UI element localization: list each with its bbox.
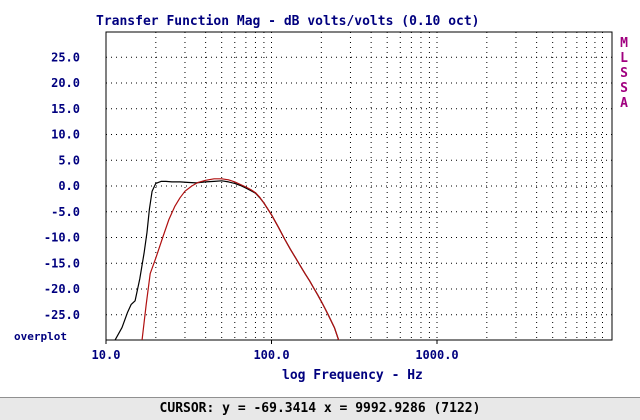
y-tick-label: 10.0 — [51, 128, 80, 142]
y-tick-label: -5.0 — [51, 205, 80, 219]
x-axis: 10.0 100.0 1000.0 — [92, 340, 459, 362]
cursor-readout: CURSOR: y = -69.3414 x = 9992.9286 (7122… — [159, 401, 481, 416]
y-tick-label: 15.0 — [51, 102, 80, 116]
y-tick-label: 5.0 — [58, 153, 80, 167]
y-tick-label: 0.0 — [58, 179, 80, 193]
y-tick-label: 20.0 — [51, 76, 80, 90]
mlssa-brand: M L S S A — [618, 36, 630, 111]
cursor-status-bar: CURSOR: y = -69.3414 x = 9992.9286 (7122… — [0, 397, 640, 420]
plot-frame — [105, 31, 613, 341]
series — [114, 178, 340, 340]
brand-letter: S — [620, 81, 628, 96]
y-tick-label: 25.0 — [51, 50, 80, 64]
x-tick-label: 1000.0 — [415, 348, 458, 362]
x-tick-label: 100.0 — [253, 348, 289, 362]
grid — [106, 32, 612, 340]
y-tick-label: -10.0 — [44, 231, 80, 245]
series-line-red — [141, 178, 340, 340]
brand-letter: M — [620, 36, 628, 51]
series-line-black — [114, 180, 340, 340]
y-axis: 25.0 20.0 15.0 10.0 5.0 0.0 -5.0 -10.0 -15.0 -20.… — [44, 50, 80, 322]
brand-letter: A — [620, 96, 628, 111]
x-tick-label: 10.0 — [92, 348, 121, 362]
y-tick-label: -20.0 — [44, 282, 80, 296]
y-tick-label: -25.0 — [44, 308, 80, 322]
brand-letter: L — [620, 51, 628, 66]
y-tick-label: -15.0 — [44, 256, 80, 270]
x-axis-label: log Frequency - Hz — [282, 368, 423, 383]
overplot-label: overplot — [14, 330, 67, 343]
brand-letter: S — [620, 66, 628, 81]
chart-title: Transfer Function Mag - dB volts/volts (… — [96, 14, 480, 29]
